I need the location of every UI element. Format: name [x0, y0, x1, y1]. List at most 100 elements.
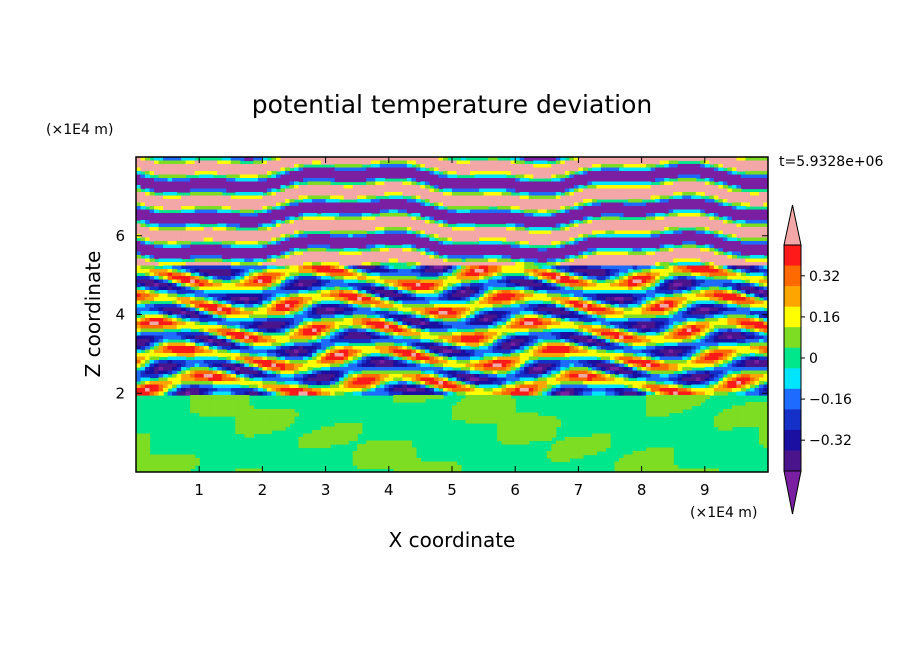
field-cell: [221, 248, 227, 253]
field-cell: [420, 230, 426, 235]
field-cell: [591, 157, 598, 162]
field-cell: [239, 255, 245, 260]
field-cell: [578, 265, 584, 270]
field-cell: [718, 279, 724, 284]
field-cell: [709, 286, 715, 291]
field-cell: [253, 178, 259, 183]
field-cell: [465, 178, 471, 183]
field-cell: [501, 279, 507, 284]
field-cell: [433, 216, 440, 221]
field-cell: [533, 220, 539, 225]
field-cell: [501, 213, 507, 218]
field-cell: [695, 206, 701, 211]
field-cell: [501, 230, 507, 235]
field-cell: [501, 195, 507, 200]
field-cell: [366, 171, 372, 176]
field-cell: [492, 237, 498, 242]
field-cell: [190, 157, 196, 162]
field-cell: [664, 262, 670, 267]
field-cell: [167, 167, 173, 172]
field-cell: [429, 157, 435, 162]
field-cell: [668, 167, 674, 172]
field-cell: [275, 234, 282, 239]
field-cell: [709, 178, 715, 183]
field-cell: [664, 286, 670, 291]
field-cell: [564, 216, 570, 221]
field-cell: [722, 157, 728, 162]
field-cell: [136, 223, 142, 228]
field-cell: [190, 276, 196, 281]
field-cell: [230, 185, 236, 190]
field-cell: [239, 178, 245, 183]
field-cell: [406, 269, 412, 274]
field-cell: [695, 265, 701, 270]
field-cell: [280, 213, 286, 218]
field-cell: [379, 237, 385, 242]
field-cell: [691, 230, 697, 235]
field-cell: [506, 160, 512, 165]
field-cell: [664, 195, 670, 200]
field-cell: [136, 258, 142, 263]
field-cell: [357, 202, 363, 207]
field-cell: [375, 237, 381, 242]
y-unit-label: (×1E4 m): [46, 122, 113, 138]
field-cell: [722, 213, 728, 218]
field-cell: [339, 209, 345, 214]
field-cell: [479, 237, 485, 242]
field-cell: [266, 248, 273, 253]
field-cell: [429, 265, 435, 270]
field-cell: [203, 164, 209, 169]
field-cell: [587, 188, 593, 193]
field-cell: [262, 251, 268, 256]
field-cell: [384, 188, 390, 193]
field-cell: [506, 195, 512, 200]
field-cell: [149, 220, 155, 225]
field-cell: [185, 241, 191, 246]
field-cell: [325, 199, 331, 204]
field-cell: [343, 290, 349, 295]
field-cell: [280, 269, 286, 274]
field-cell: [352, 209, 358, 214]
field-cell: [573, 283, 579, 288]
field-cell: [673, 174, 679, 179]
field-cell: [203, 178, 209, 183]
field-cell: [610, 160, 616, 165]
field-cell: [262, 174, 268, 179]
field-cell: [149, 223, 155, 228]
field-cell: [257, 195, 263, 200]
field-cell: [343, 241, 349, 246]
field-cell: [736, 181, 742, 186]
field-cell: [479, 276, 485, 281]
field-cell: [655, 223, 661, 228]
field-cell: [695, 174, 701, 179]
field-cell: [722, 255, 728, 260]
field-cell: [136, 276, 142, 281]
field-cell: [736, 206, 742, 211]
field-cell: [564, 244, 570, 249]
field-cell: [298, 286, 304, 291]
field-cell: [158, 272, 164, 277]
field-cell: [749, 185, 756, 190]
field-cell: [352, 188, 358, 193]
field-cell: [244, 283, 250, 288]
field-cell: [194, 244, 200, 249]
field-cell: [140, 206, 146, 211]
field-cell: [149, 283, 155, 288]
field-cell: [154, 276, 160, 281]
field-cell: [488, 202, 494, 207]
field-cell: [181, 279, 187, 284]
field-cell: [438, 223, 444, 228]
field-cell: [555, 237, 561, 242]
field-cell: [740, 160, 747, 165]
field-cell: [411, 244, 417, 249]
field-cell: [461, 181, 467, 186]
field-cell: [668, 157, 674, 162]
field-cell: [754, 220, 760, 225]
field-cell: [325, 209, 331, 214]
field-cell: [632, 160, 638, 165]
field-cell: [190, 202, 196, 207]
field-cell: [695, 230, 701, 235]
field-cell: [284, 265, 291, 270]
field-cell: [668, 206, 674, 211]
field-cell: [573, 286, 579, 291]
